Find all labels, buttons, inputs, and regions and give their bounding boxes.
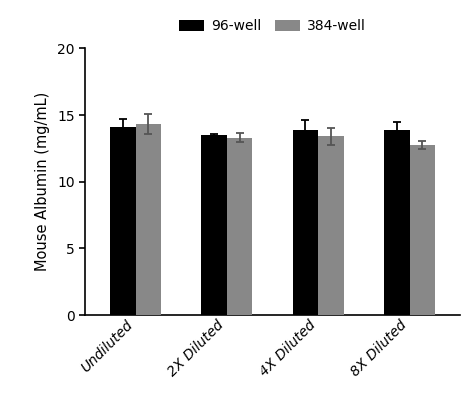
- Bar: [410, 145, 435, 315]
- Bar: [384, 130, 410, 315]
- Bar: [136, 124, 161, 315]
- Bar: [110, 127, 136, 315]
- Bar: [227, 138, 253, 315]
- Y-axis label: Mouse Albumin (mg/mL): Mouse Albumin (mg/mL): [36, 92, 50, 271]
- Legend: 96-well, 384-well: 96-well, 384-well: [173, 14, 372, 39]
- Bar: [201, 135, 227, 315]
- Bar: [318, 137, 344, 315]
- Bar: [292, 130, 318, 315]
